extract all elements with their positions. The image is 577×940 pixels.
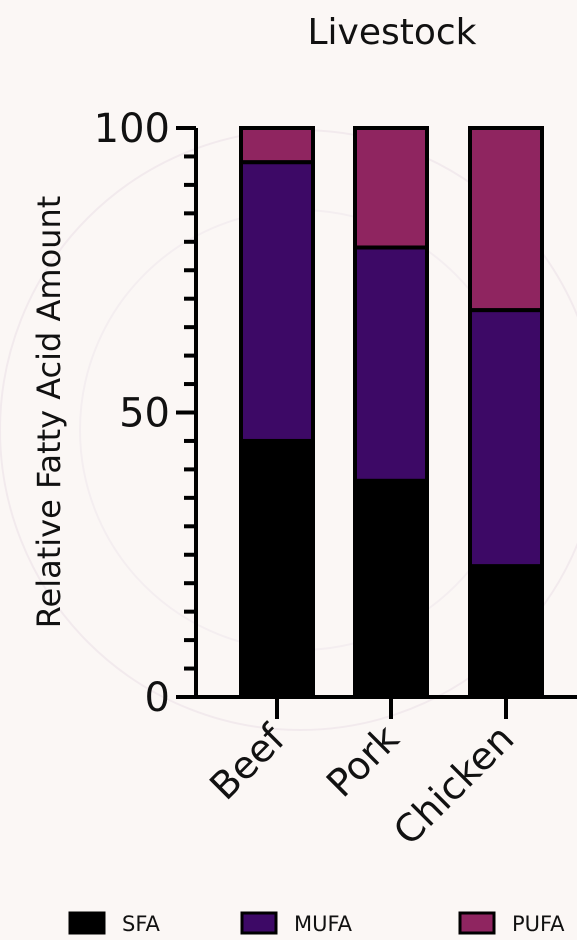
bar-pork-pufa — [353, 126, 429, 250]
bar-beef-pufa — [239, 126, 315, 165]
legend-swatch-pufa — [458, 911, 496, 935]
bar-pork-sfa — [353, 478, 429, 699]
x-tick-label-chicken: Chicken — [385, 716, 522, 853]
legend: SFA MUFA PUFA — [68, 911, 565, 936]
y-tick-label: 50 — [119, 391, 170, 437]
x-tick-label-pork: Pork — [318, 716, 407, 805]
bar-chicken-sfa — [468, 564, 544, 699]
bar-chicken-mufa — [468, 308, 544, 569]
y-tick-group: 0 50 100 — [94, 106, 196, 721]
legend-swatch-sfa — [68, 911, 106, 935]
legend-label-pufa: PUFA — [512, 912, 565, 936]
legend-label-sfa: SFA — [122, 912, 160, 936]
bar-pork-mufa — [353, 245, 429, 483]
legend-swatch-mufa — [240, 911, 278, 935]
y-tick-label: 100 — [94, 106, 170, 152]
legend-label-mufa: MUFA — [294, 912, 353, 936]
y-axis-label: Relative Fatty Acid Amount — [30, 196, 68, 629]
bar-group — [239, 126, 544, 699]
bar-beef-sfa — [239, 438, 315, 699]
bar-beef-mufa — [239, 160, 315, 443]
y-tick-label: 0 — [145, 675, 170, 721]
chart-title: Livestock — [307, 12, 476, 53]
bar-chicken-pufa — [468, 126, 544, 313]
